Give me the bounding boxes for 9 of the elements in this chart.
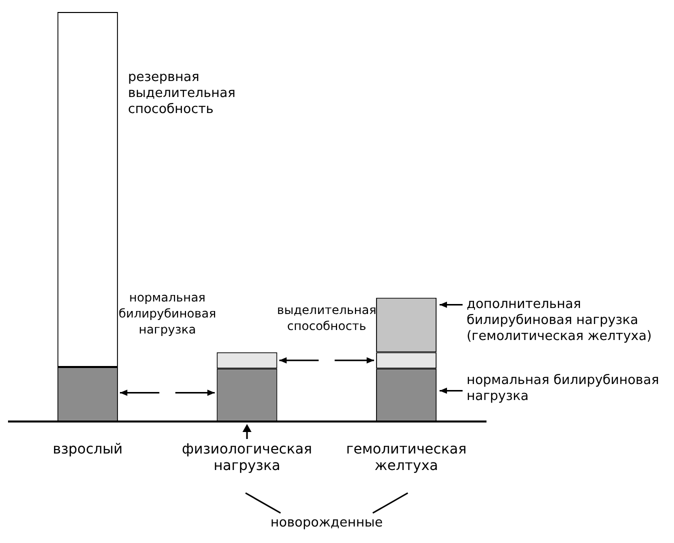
annotation: выделительная способность	[277, 302, 376, 333]
annotation: нормальная билирубиновая нагрузка	[118, 290, 216, 337]
x-tick-label: взрослый	[52, 441, 123, 458]
x-tick-label: физиологическая нагрузка	[182, 441, 312, 474]
annotation: нормальная билирубиновая нагрузка	[466, 372, 660, 404]
x-tick-label: гемолитическая желтуха	[346, 441, 467, 474]
text: новорожденные	[270, 515, 383, 530]
annotation: дополнительная билирубиновая нагрузка (гемолитическая желтуха)	[466, 297, 652, 344]
annotation: резервная выделительная способность	[128, 70, 236, 117]
